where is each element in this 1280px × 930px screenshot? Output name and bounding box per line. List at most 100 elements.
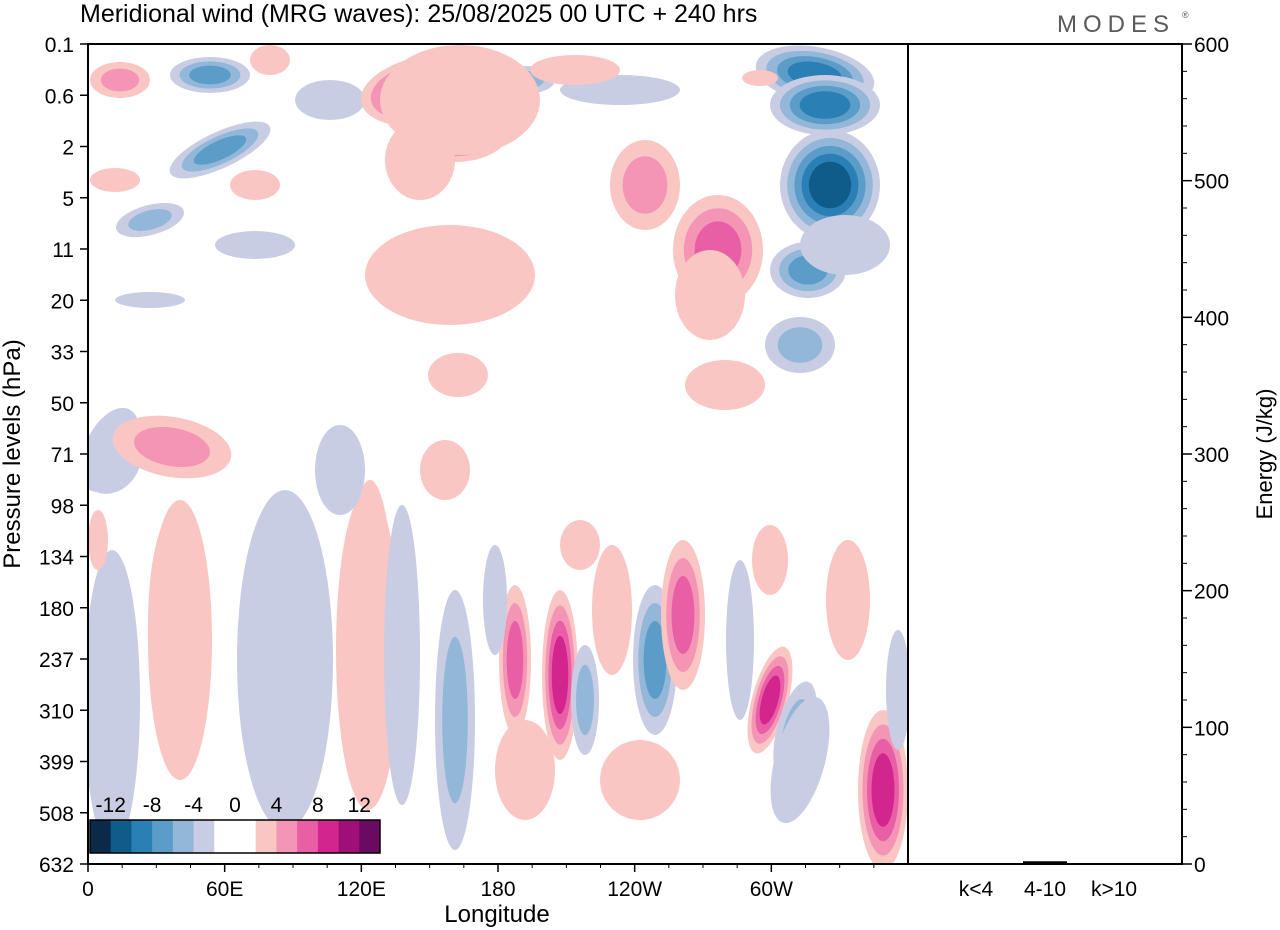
negative-wind-contour	[726, 560, 754, 720]
y-tick-label: 237	[39, 649, 74, 672]
colorbar-label: 12	[348, 794, 371, 817]
x-tick-label: 60W	[750, 878, 793, 901]
colorbar-swatch	[214, 820, 236, 853]
colorbar-label: -12	[96, 794, 126, 817]
colorbar-swatch	[317, 820, 340, 853]
y-tick-label: 632	[39, 854, 74, 877]
heatmap-field	[88, 45, 908, 864]
positive-wind-contour	[592, 545, 632, 675]
positive-wind-contour	[428, 353, 488, 397]
positive-wind-contour	[675, 250, 745, 340]
negative-wind-contour	[799, 91, 851, 119]
colorbar-frame	[89, 819, 381, 854]
colorbar-swatch	[152, 820, 174, 853]
negative-wind-contour	[88, 550, 140, 850]
energy-category-label: 4-10	[1024, 878, 1066, 901]
negative-wind-contour	[800, 215, 890, 275]
positive-wind-contour	[742, 70, 778, 86]
y-tick-label: 399	[39, 752, 74, 775]
negative-wind-contour	[315, 425, 365, 515]
positive-wind-contour	[88, 510, 108, 570]
energy-bar	[1092, 863, 1136, 865]
chart-title: Meridional wind (MRG waves): 25/08/2025 …	[80, 0, 757, 28]
colorbar-label: 4	[271, 794, 283, 817]
negative-wind-contour	[576, 664, 594, 736]
negative-wind-contour	[770, 696, 830, 824]
energy-tick-label: 0	[1194, 854, 1206, 877]
negative-wind-contour	[483, 545, 507, 655]
y-tick-label: 2	[62, 137, 74, 160]
energy-category-label: k>10	[1091, 878, 1137, 901]
colorbar-swatch	[338, 820, 360, 853]
colorbar-swatch	[172, 820, 195, 853]
x-tick-label: 180	[480, 878, 515, 901]
registered-mark-icon: ®	[1182, 10, 1189, 20]
negative-wind-contour	[643, 621, 667, 699]
positive-wind-contour	[100, 68, 140, 92]
positive-wind-contour	[622, 156, 668, 214]
energy-tick-label: 600	[1194, 34, 1229, 57]
y-tick-label: 508	[39, 803, 74, 826]
energy-category-labels: k<4 4-10 k>10	[959, 878, 1137, 901]
positive-wind-contour	[230, 170, 280, 200]
colorbar-swatch	[297, 820, 319, 853]
x-tick-label: 120E	[337, 878, 386, 901]
y-tick-label: 5	[62, 188, 74, 211]
positive-wind-contour	[600, 740, 680, 820]
colorbar-swatch	[359, 820, 381, 853]
y-tick-label: 20	[51, 290, 74, 313]
colorbar-label: -4	[184, 794, 203, 817]
colorbar-swatch	[131, 820, 153, 853]
positive-wind-contour	[90, 168, 140, 192]
colorbar-label: 0	[229, 794, 241, 817]
positive-wind-contour	[250, 45, 290, 75]
colorbar: -12 -8 -4 0 4 8 12	[89, 794, 381, 854]
y-tick-label: 33	[51, 342, 74, 365]
energy-category-label: k<4	[959, 878, 994, 901]
energy-tick-label: 300	[1194, 444, 1229, 467]
positive-wind-contour	[336, 490, 400, 810]
brand-logo: MODES	[1057, 11, 1175, 38]
energy-bar	[1023, 861, 1067, 864]
negative-wind-contour	[442, 636, 468, 804]
colorbar-swatch	[235, 820, 257, 853]
x-tick-label: 60E	[206, 878, 243, 901]
y-tick-label: 0.6	[45, 85, 74, 108]
negative-wind-contour	[808, 161, 852, 209]
colorbar-label: 8	[312, 794, 324, 817]
positive-wind-contour	[530, 55, 620, 85]
positive-wind-contour	[495, 720, 555, 820]
negative-wind-contour	[886, 630, 908, 750]
pressure-axis: 0.1 0.6 2 5 11 20 33 50 71 98 134 180 237 310 399 508 63…	[39, 34, 88, 877]
y-tick-label: 98	[51, 495, 74, 518]
negative-wind-contour	[189, 65, 231, 85]
positive-wind-contour	[148, 500, 212, 780]
colorbar-swatch	[276, 820, 298, 853]
y-axis-label: Pressure levels (hPa)	[0, 339, 26, 568]
positive-wind-contour	[420, 440, 470, 500]
energy-tick-label: 200	[1194, 581, 1229, 604]
positive-wind-contour	[671, 576, 695, 654]
positive-wind-contour	[752, 525, 788, 595]
energy-tick-label: 500	[1194, 171, 1229, 194]
energy-bar	[954, 863, 998, 865]
energy-panel-frame	[907, 43, 1183, 865]
positive-wind-contour	[506, 621, 524, 699]
positive-wind-contour	[826, 540, 870, 660]
x-axis-label: Longitude	[444, 901, 549, 928]
y-tick-label: 180	[39, 598, 74, 621]
positive-wind-contour	[134, 426, 210, 468]
negative-wind-contour	[384, 505, 420, 805]
positive-wind-contour	[385, 120, 455, 200]
y-tick-label: 134	[39, 547, 74, 570]
negative-wind-contour	[193, 135, 247, 165]
colorbar-swatch	[193, 820, 215, 853]
negative-wind-contour	[777, 327, 823, 363]
energy-bars	[954, 861, 1136, 865]
longitude-axis: 0 60E 120E 180 120W 60W	[82, 864, 875, 901]
positive-wind-contour	[551, 635, 569, 715]
y-tick-label: 11	[52, 239, 74, 262]
positive-wind-contour	[685, 360, 765, 410]
negative-wind-contour	[115, 292, 185, 308]
energy-axis: 0 100 200 300 400 500 600	[1182, 34, 1229, 877]
